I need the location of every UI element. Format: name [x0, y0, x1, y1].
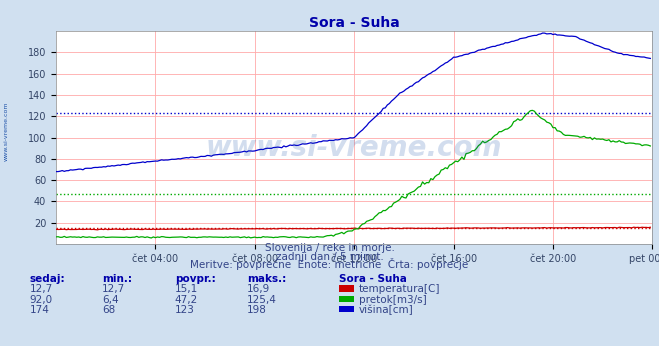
Text: 123: 123: [175, 305, 194, 315]
Text: 12,7: 12,7: [30, 284, 53, 294]
Text: min.:: min.:: [102, 274, 132, 284]
Text: Slovenija / reke in morje.: Slovenija / reke in morje.: [264, 243, 395, 253]
Text: www.si-vreme.com: www.si-vreme.com: [4, 102, 9, 161]
Text: maks.:: maks.:: [247, 274, 287, 284]
Text: 16,9: 16,9: [247, 284, 270, 294]
Text: Meritve: povprečne  Enote: metrične  Črta: povprečje: Meritve: povprečne Enote: metrične Črta:…: [190, 258, 469, 270]
Text: www.si-vreme.com: www.si-vreme.com: [206, 134, 502, 162]
Text: 15,1: 15,1: [175, 284, 198, 294]
Text: 174: 174: [30, 305, 49, 315]
Text: povpr.:: povpr.:: [175, 274, 215, 284]
Text: 68: 68: [102, 305, 115, 315]
Text: 12,7: 12,7: [102, 284, 125, 294]
Text: pretok[m3/s]: pretok[m3/s]: [359, 295, 427, 305]
Text: zadnji dan / 5 minut.: zadnji dan / 5 minut.: [275, 252, 384, 262]
Text: 198: 198: [247, 305, 267, 315]
Text: Sora - Suha: Sora - Suha: [339, 274, 407, 284]
Text: 6,4: 6,4: [102, 295, 119, 305]
Text: temperatura[C]: temperatura[C]: [359, 284, 441, 294]
Text: višina[cm]: višina[cm]: [359, 305, 414, 315]
Text: 47,2: 47,2: [175, 295, 198, 305]
Text: 92,0: 92,0: [30, 295, 53, 305]
Title: Sora - Suha: Sora - Suha: [309, 16, 399, 30]
Text: sedaj:: sedaj:: [30, 274, 65, 284]
Text: 125,4: 125,4: [247, 295, 277, 305]
